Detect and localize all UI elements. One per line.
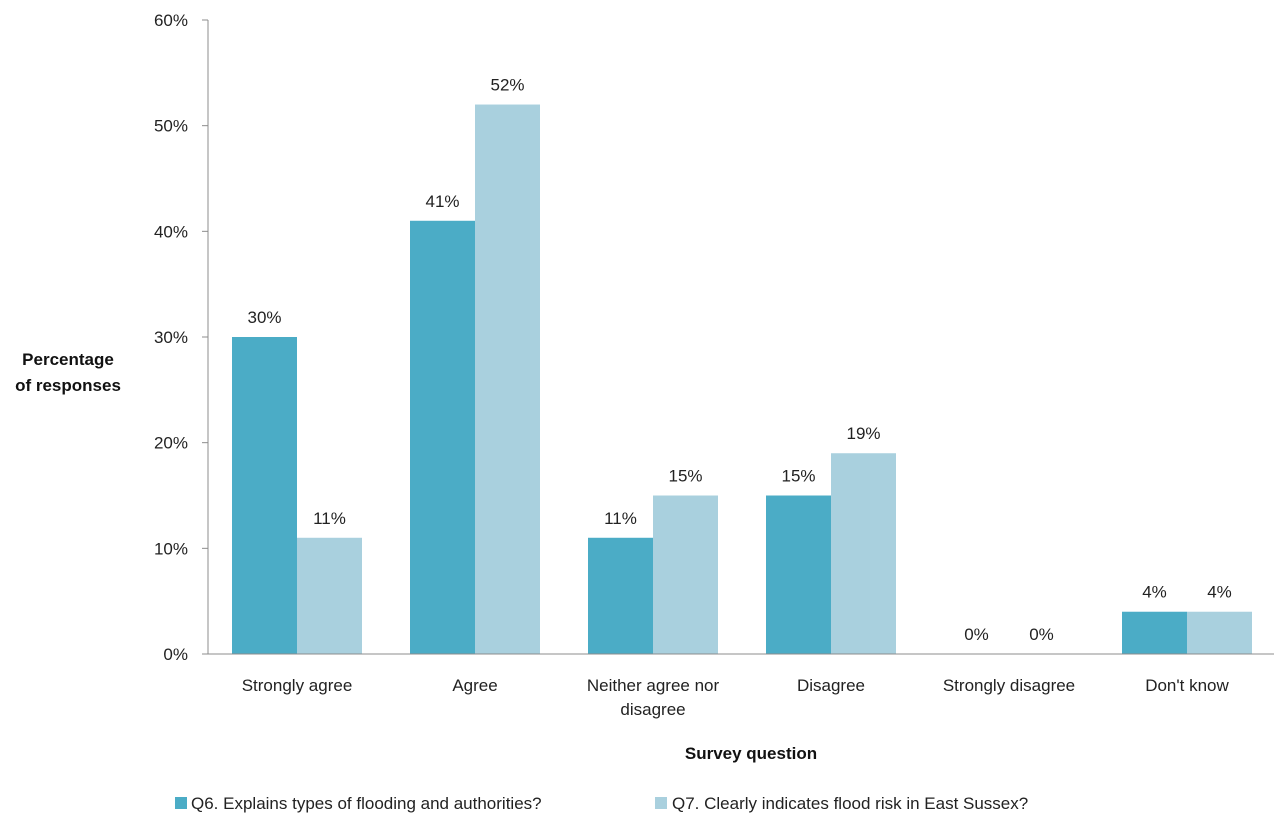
x-tick-label: Agree (452, 676, 497, 695)
y-tick-label: 10% (154, 539, 188, 558)
data-label: 4% (1207, 583, 1232, 602)
y-axis: 0% 10% 20% 30% 40% 50% 60% (154, 11, 209, 664)
legend: Q6. Explains types of flooding and autho… (175, 794, 1028, 813)
bar-series1-1 (410, 220, 475, 654)
data-label: 0% (1029, 625, 1054, 644)
bar-series1-5 (1122, 611, 1187, 654)
bar-series1-0 (232, 337, 297, 654)
legend-swatch (655, 797, 667, 809)
legend-swatch (175, 797, 187, 809)
legend-label: Q6. Explains types of flooding and autho… (191, 794, 542, 813)
data-label: 0% (964, 625, 989, 644)
data-label: 4% (1142, 583, 1167, 602)
bar-series2-1 (475, 104, 540, 655)
bar-series2-5 (1187, 611, 1252, 654)
bar-series2-2 (653, 495, 718, 654)
x-tick-label: Disagree (797, 676, 865, 695)
legend-label: Q7. Clearly indicates flood risk in East… (672, 794, 1028, 813)
y-tick-label: 30% (154, 328, 188, 347)
x-tick-label: Don't know (1145, 676, 1229, 695)
x-tick-label: Strongly agree (242, 676, 353, 695)
y-tick-label: 20% (154, 434, 188, 453)
data-label: 30% (247, 308, 281, 327)
y-tick-label: 60% (154, 11, 188, 30)
y-axis-title: Percentage (22, 350, 114, 369)
x-tick-label: Neither agree nor (587, 676, 720, 695)
data-label: 41% (425, 192, 459, 211)
y-tick-label: 50% (154, 117, 188, 136)
data-label: 11% (604, 509, 637, 528)
data-label: 11% (313, 509, 346, 528)
y-tick-label: 40% (154, 222, 188, 241)
data-label: 15% (668, 467, 702, 486)
axis-titles: Percentage of responses Survey question (15, 350, 817, 763)
data-labels: 30% 11% 41% 52% 11% 15% 15% 19% 0% 0% 4% 4% (247, 76, 1231, 644)
data-label: 19% (846, 424, 880, 443)
data-label: 52% (490, 76, 524, 95)
bars (232, 104, 1252, 655)
y-tick-label: 0% (163, 645, 188, 664)
x-tick-label: Strongly disagree (943, 676, 1075, 695)
bar-series2-0 (297, 537, 362, 654)
bar-series1-2 (588, 537, 653, 654)
bar-series1-3 (766, 495, 831, 654)
data-label: 15% (781, 467, 815, 486)
x-axis-title: Survey question (685, 744, 817, 763)
x-tick-label: disagree (620, 700, 685, 719)
x-axis: Strongly agree Agree Neither agree nor disa… (208, 653, 1274, 719)
y-axis-title: of responses (15, 376, 121, 395)
bar-series2-3 (831, 453, 896, 654)
